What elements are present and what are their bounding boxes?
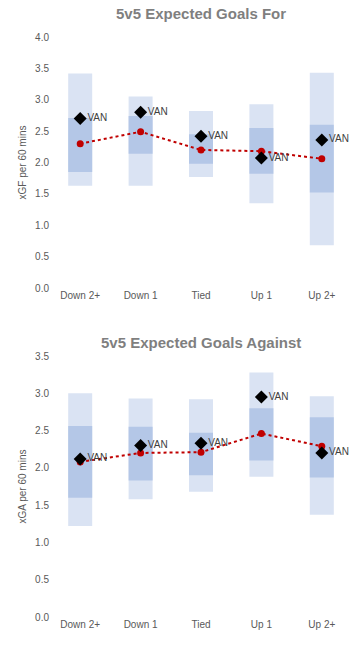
svg-text:0.0: 0.0 bbox=[35, 612, 49, 623]
svg-text:Tied: Tied bbox=[191, 290, 210, 301]
svg-text:VAN: VAN bbox=[269, 152, 289, 163]
svg-text:0.0: 0.0 bbox=[35, 283, 49, 294]
svg-text:2.0: 2.0 bbox=[35, 157, 49, 168]
svg-text:3.5: 3.5 bbox=[35, 63, 49, 74]
svg-text:VAN: VAN bbox=[87, 112, 107, 123]
svg-text:VAN: VAN bbox=[148, 439, 168, 450]
svg-text:Up 1: Up 1 bbox=[251, 290, 273, 301]
svg-text:VAN: VAN bbox=[87, 452, 107, 463]
svg-text:VAN: VAN bbox=[208, 130, 228, 141]
svg-text:2.5: 2.5 bbox=[35, 425, 49, 436]
svg-text:0.5: 0.5 bbox=[35, 251, 49, 262]
svg-text:5v5 Expected Goals Against: 5v5 Expected Goals Against bbox=[101, 334, 301, 351]
svg-text:VAN: VAN bbox=[329, 446, 349, 457]
svg-text:5v5 Expected Goals For: 5v5 Expected Goals For bbox=[116, 5, 286, 22]
svg-text:Up 2+: Up 2+ bbox=[308, 290, 335, 301]
svg-text:Down 1: Down 1 bbox=[124, 619, 158, 630]
svg-text:3.5: 3.5 bbox=[35, 351, 49, 362]
svg-text:3.0: 3.0 bbox=[35, 388, 49, 399]
svg-text:Up 2+: Up 2+ bbox=[308, 619, 335, 630]
svg-text:Down 2+: Down 2+ bbox=[60, 619, 100, 630]
svg-text:2.0: 2.0 bbox=[35, 462, 49, 473]
svg-text:xGF per 60 mins: xGF per 60 mins bbox=[17, 126, 28, 200]
svg-text:1.0: 1.0 bbox=[35, 537, 49, 548]
svg-text:2.5: 2.5 bbox=[35, 126, 49, 137]
svg-text:4.0: 4.0 bbox=[35, 32, 49, 43]
svg-text:0.5: 0.5 bbox=[35, 574, 49, 585]
svg-text:VAN: VAN bbox=[269, 391, 289, 402]
svg-text:Down 1: Down 1 bbox=[124, 290, 158, 301]
svg-text:1.0: 1.0 bbox=[35, 220, 49, 231]
svg-text:VAN: VAN bbox=[329, 133, 349, 144]
svg-text:VAN: VAN bbox=[148, 106, 168, 117]
svg-text:Tied: Tied bbox=[191, 619, 210, 630]
svg-text:VAN: VAN bbox=[208, 437, 228, 448]
svg-text:Up 1: Up 1 bbox=[251, 619, 273, 630]
svg-text:Down 2+: Down 2+ bbox=[60, 290, 100, 301]
svg-text:1.5: 1.5 bbox=[35, 500, 49, 511]
svg-text:xGA per 60 mins: xGA per 60 mins bbox=[17, 450, 28, 524]
svg-text:3.0: 3.0 bbox=[35, 94, 49, 105]
svg-text:1.5: 1.5 bbox=[35, 188, 49, 199]
